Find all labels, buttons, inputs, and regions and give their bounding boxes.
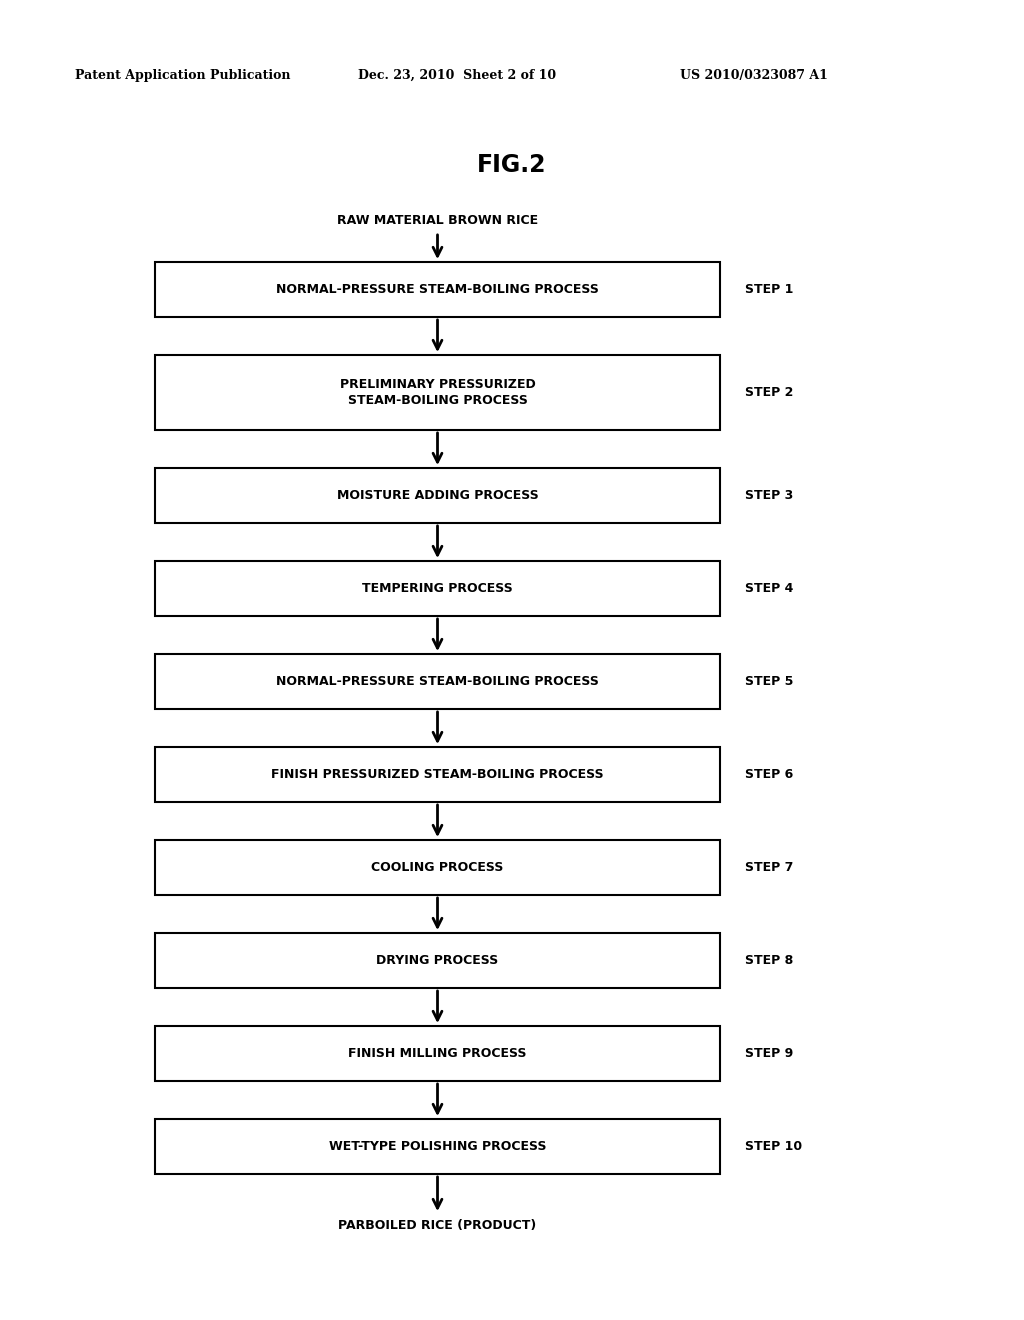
Text: Patent Application Publication: Patent Application Publication [75, 69, 291, 82]
Text: PARBOILED RICE (PRODUCT): PARBOILED RICE (PRODUCT) [338, 1220, 537, 1233]
Text: RAW MATERIAL BROWN RICE: RAW MATERIAL BROWN RICE [337, 214, 538, 227]
Text: STEP 8: STEP 8 [745, 954, 794, 968]
Text: MOISTURE ADDING PROCESS: MOISTURE ADDING PROCESS [337, 488, 539, 502]
Text: STEP 6: STEP 6 [745, 768, 794, 781]
Text: Dec. 23, 2010  Sheet 2 of 10: Dec. 23, 2010 Sheet 2 of 10 [358, 69, 556, 82]
Bar [155, 747, 720, 803]
Bar [155, 561, 720, 616]
Bar [155, 469, 720, 523]
Text: STEP 3: STEP 3 [745, 488, 794, 502]
Text: FINISH MILLING PROCESS: FINISH MILLING PROCESS [348, 1047, 526, 1060]
Bar [155, 653, 720, 709]
Text: STEP 10: STEP 10 [745, 1140, 802, 1152]
Text: STEP 5: STEP 5 [745, 675, 794, 688]
Text: COOLING PROCESS: COOLING PROCESS [372, 861, 504, 874]
Text: STEP 4: STEP 4 [745, 582, 794, 595]
Text: PRELIMINARY PRESSURIZED
STEAM-BOILING PROCESS: PRELIMINARY PRESSURIZED STEAM-BOILING PR… [340, 378, 536, 407]
Bar [155, 933, 720, 987]
Text: NORMAL-PRESSURE STEAM-BOILING PROCESS: NORMAL-PRESSURE STEAM-BOILING PROCESS [276, 675, 599, 688]
Text: STEP 2: STEP 2 [745, 385, 794, 399]
Text: NORMAL-PRESSURE STEAM-BOILING PROCESS: NORMAL-PRESSURE STEAM-BOILING PROCESS [276, 282, 599, 296]
Bar [155, 1026, 720, 1081]
Text: STEP 7: STEP 7 [745, 861, 794, 874]
Text: US 2010/0323087 A1: US 2010/0323087 A1 [680, 69, 827, 82]
Text: DRYING PROCESS: DRYING PROCESS [377, 954, 499, 968]
Bar [155, 840, 720, 895]
Text: STEP 9: STEP 9 [745, 1047, 794, 1060]
Text: FIG.2: FIG.2 [477, 153, 547, 177]
Text: STEP 1: STEP 1 [745, 282, 794, 296]
Text: TEMPERING PROCESS: TEMPERING PROCESS [362, 582, 513, 595]
Text: FINISH PRESSURIZED STEAM-BOILING PROCESS: FINISH PRESSURIZED STEAM-BOILING PROCESS [271, 768, 604, 781]
Text: WET-TYPE POLISHING PROCESS: WET-TYPE POLISHING PROCESS [329, 1140, 546, 1152]
Bar [155, 1119, 720, 1173]
Bar [155, 261, 720, 317]
Bar [155, 355, 720, 430]
